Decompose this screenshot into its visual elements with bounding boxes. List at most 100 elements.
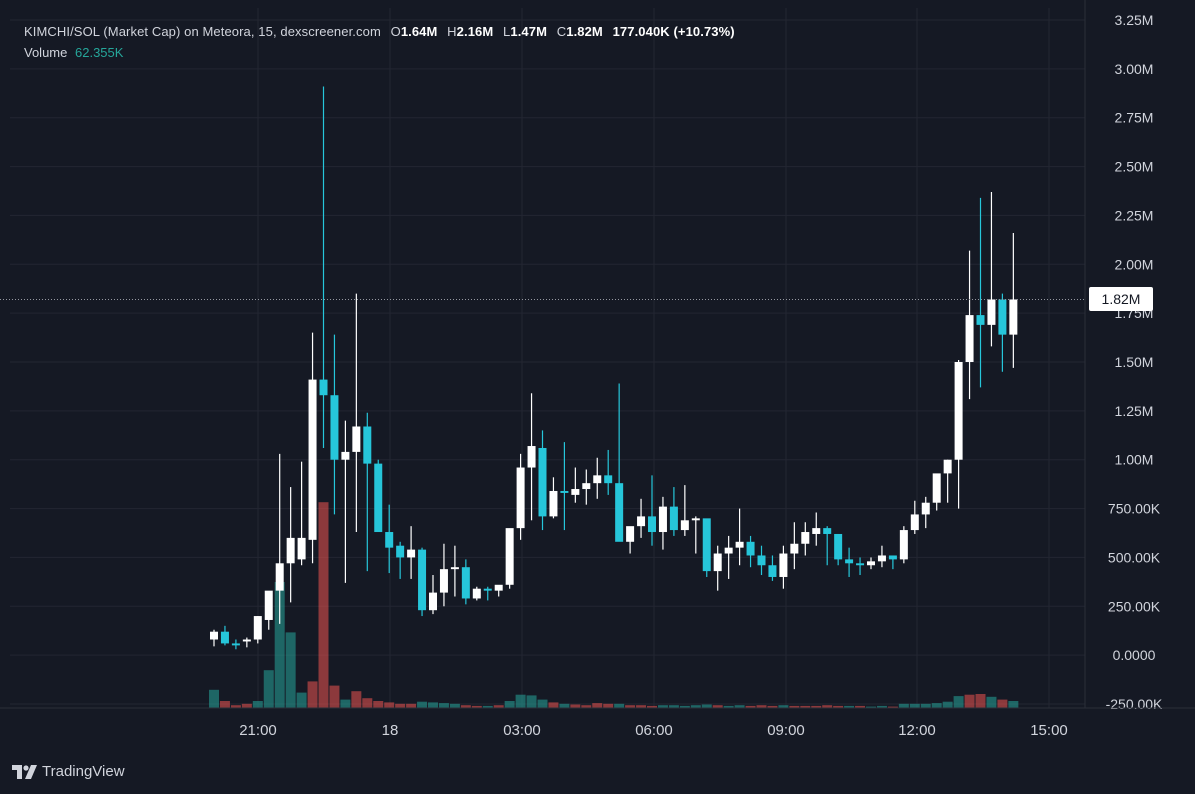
volume-bar — [668, 705, 679, 708]
volume-bar — [844, 705, 855, 708]
candle-body — [801, 532, 810, 544]
candle-body — [308, 379, 317, 540]
y-tick-label: 500.00K — [1108, 549, 1161, 565]
candle — [921, 496, 930, 529]
volume-bar — [997, 699, 1008, 708]
candle — [549, 477, 558, 519]
candle-body — [691, 518, 700, 521]
candle — [418, 547, 427, 617]
x-tick-label: 21:00 — [239, 722, 277, 739]
y-axis: 3.25M3.00M2.75M2.50M2.25M2.00M1.75M1.50M… — [1084, 0, 1163, 712]
volume-bar — [789, 705, 800, 708]
candle-body — [450, 567, 459, 570]
candle-body — [319, 379, 328, 396]
volume-bar — [252, 701, 263, 708]
candle-body — [888, 555, 897, 560]
candle — [330, 334, 339, 515]
volume-bar — [438, 703, 449, 708]
volume-bar — [482, 705, 493, 708]
candle — [702, 518, 711, 577]
candle — [998, 293, 1007, 372]
volume-bar — [723, 705, 734, 708]
change-value: 177.040K (+10.73%) — [612, 24, 735, 39]
y-tick-label: 750.00K — [1108, 501, 1161, 517]
x-tick-label: 03:00 — [503, 722, 541, 739]
candle — [1009, 233, 1018, 368]
volume-bar — [395, 703, 406, 708]
grid — [10, 8, 1085, 708]
candle — [823, 526, 832, 566]
candle — [461, 559, 470, 605]
candle-body — [407, 549, 416, 558]
candle-body — [242, 639, 251, 642]
candle — [680, 485, 689, 536]
candle — [363, 412, 372, 572]
volume-bar — [767, 705, 778, 708]
volume-bar — [274, 582, 285, 708]
volume-bar — [657, 705, 668, 708]
tradingview-logo[interactable]: TradingView — [12, 763, 125, 780]
close-label: C — [556, 24, 567, 39]
volume-bar — [756, 705, 767, 708]
volume-bar — [230, 705, 241, 708]
candle — [220, 625, 229, 646]
candle — [571, 467, 580, 503]
candle-body — [954, 362, 963, 460]
volume-bar — [592, 703, 603, 708]
candle-body — [264, 590, 273, 620]
candle — [910, 500, 919, 534]
candle — [429, 575, 437, 615]
candle — [560, 442, 569, 531]
candle-body — [549, 490, 558, 517]
candle-body — [779, 553, 788, 577]
volume-bar — [460, 705, 471, 708]
candle — [374, 459, 383, 533]
x-tick-label: 06:00 — [635, 722, 673, 739]
candle-body — [812, 528, 821, 534]
candle-body — [1009, 299, 1018, 335]
volume-bar — [690, 705, 701, 708]
candle-body — [593, 475, 602, 484]
volume-bar — [373, 701, 384, 708]
volume-bar — [636, 705, 647, 708]
candle — [385, 504, 394, 574]
y-tick-label: 2.25M — [1115, 207, 1154, 223]
high-value: 2.16M — [456, 24, 494, 39]
candle-body — [921, 502, 930, 515]
volume-bar — [876, 705, 887, 708]
candle-body — [757, 555, 766, 566]
candle-body — [965, 315, 974, 362]
candle — [494, 584, 503, 597]
candle-body — [998, 299, 1007, 335]
volume-bar — [318, 502, 329, 708]
candle — [735, 508, 744, 566]
volume-bar — [559, 703, 570, 708]
volume-bar — [866, 706, 876, 708]
candle-body — [275, 563, 284, 591]
candle-body — [669, 506, 678, 531]
volume-bar — [537, 699, 548, 708]
candle — [812, 512, 821, 546]
volume-bar — [822, 705, 833, 708]
candle-body — [582, 483, 591, 490]
y-tick-label: 2.50M — [1115, 159, 1154, 175]
volume-bar — [909, 703, 920, 708]
candle-body — [713, 553, 722, 572]
candle — [757, 545, 766, 576]
candle — [943, 459, 952, 503]
candle — [746, 535, 755, 568]
y-tick-label: 3.00M — [1115, 61, 1154, 77]
candle-body — [615, 483, 624, 542]
pair-title: KIMCHI/SOL (Market Cap) on Meteora, 15, … — [24, 24, 381, 39]
candle — [877, 545, 886, 568]
candle — [658, 496, 667, 550]
candle — [308, 332, 317, 564]
candle-body — [648, 516, 656, 533]
volume-bar — [855, 705, 866, 708]
tradingview-logo-icon — [12, 764, 37, 779]
volume-bar — [712, 705, 723, 708]
candle-body — [439, 569, 448, 593]
open-label: O — [390, 24, 401, 39]
